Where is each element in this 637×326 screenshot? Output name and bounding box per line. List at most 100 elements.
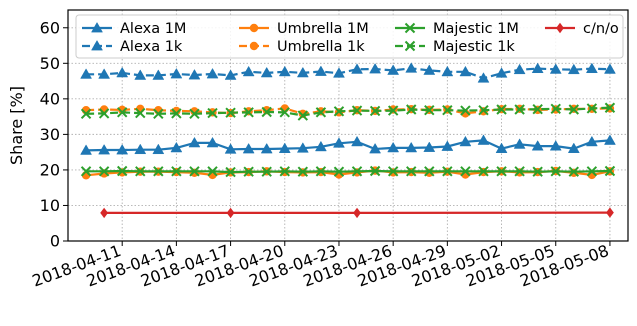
- x-marker-stroke: [460, 166, 471, 177]
- legend-alexa-1k-label: Alexa 1k: [120, 39, 183, 55]
- series-majestic-1m-point: [279, 166, 290, 177]
- series-majestic-1m-point: [406, 166, 417, 177]
- y-tick-label: 50: [40, 54, 60, 73]
- x-marker-stroke: [586, 103, 598, 114]
- series-majestic-1m-point: [550, 166, 561, 177]
- x-marker-stroke: [116, 165, 128, 177]
- series-majestic-1k-point: [604, 102, 616, 113]
- legend-majestic-1m-marker: [404, 22, 416, 34]
- x-marker-stroke: [351, 166, 363, 177]
- legend-majestic-1k-marker: [404, 40, 416, 52]
- series-alexa-1m-point: [116, 144, 129, 155]
- series-alexa-1m-point: [423, 141, 436, 152]
- series-alexa-1m-point: [314, 140, 327, 152]
- x-marker-stroke: [297, 110, 309, 121]
- series-majestic-1k-point: [315, 107, 327, 118]
- x-marker-stroke: [478, 105, 489, 116]
- series-alexa-1m-point: [549, 140, 562, 151]
- series-c-n-o-point: [353, 207, 361, 219]
- x-marker-stroke: [532, 103, 543, 115]
- series-alexa-1k-point: [170, 67, 183, 79]
- series-majestic-1m-point: [532, 166, 543, 177]
- series-c-n-o-point: [226, 207, 235, 219]
- x-marker-stroke: [604, 102, 616, 113]
- series-majestic-1m-point: [207, 166, 218, 177]
- series-majestic-1k-line: [86, 106, 610, 117]
- y-tick-label: 30: [40, 125, 60, 144]
- x-marker-stroke: [496, 104, 507, 115]
- x-marker-stroke: [80, 108, 92, 119]
- x-marker-stroke: [568, 104, 580, 115]
- series-majestic-1m-line: [86, 169, 610, 174]
- legend-majestic-1m-label: Majestic 1M: [433, 21, 519, 37]
- x-marker-stroke: [586, 166, 598, 177]
- x-marker-stroke: [442, 166, 453, 177]
- series-majestic-1k-point: [369, 105, 381, 117]
- x-marker-stroke: [243, 166, 254, 177]
- legend-umbrella-1m: Umbrella 1M: [239, 21, 369, 37]
- series-alexa-1m: [80, 134, 616, 155]
- x-marker-stroke: [80, 166, 92, 177]
- x-marker-stroke: [171, 108, 182, 119]
- series-majestic-1k-point: [351, 105, 363, 116]
- series-alexa-1m-point: [459, 135, 472, 147]
- y-tick-label: 40: [40, 89, 60, 108]
- series-alexa-1k-point: [549, 63, 562, 74]
- series-majestic-1m-point: [351, 166, 363, 177]
- series-majestic-1k-point: [460, 105, 471, 116]
- series-alexa-1k-point: [134, 69, 147, 80]
- series-alexa-1m-point: [296, 142, 309, 153]
- series-majestic-1m-point: [171, 166, 182, 177]
- x-marker-stroke: [568, 166, 580, 177]
- series-alexa-1m-point: [369, 142, 382, 154]
- series-majestic-1k-point: [387, 105, 399, 116]
- series-alexa-1m-point: [567, 142, 580, 153]
- series-majestic-1m-point: [297, 166, 309, 177]
- series-majestic-1k-point: [243, 107, 254, 118]
- series-majestic-1m-point: [135, 166, 146, 177]
- series-alexa-1m-point: [206, 136, 219, 148]
- x-marker-stroke: [153, 108, 164, 119]
- x-marker-stroke: [478, 166, 489, 177]
- series-majestic-1k-point: [80, 108, 92, 119]
- series-layer: [80, 62, 616, 219]
- series-majestic-1k-point: [442, 105, 453, 116]
- x-marker-stroke: [333, 166, 345, 177]
- series-alexa-1k-point: [513, 63, 526, 75]
- series-majestic-1m-point: [315, 166, 327, 177]
- series-alexa-1k-point: [405, 62, 418, 73]
- y-tick-label: 10: [40, 196, 60, 215]
- series-alexa-1k-point: [296, 66, 309, 78]
- x-marker-stroke: [189, 108, 200, 119]
- series-majestic-1m-point: [153, 166, 164, 177]
- x-marker-stroke: [333, 106, 345, 117]
- x-marker-stroke: [279, 107, 290, 118]
- series-majestic-1k-point: [496, 104, 507, 115]
- series-majestic-1m-point: [80, 166, 92, 177]
- series-majestic-1m-point: [333, 166, 345, 177]
- series-majestic-1k-point: [478, 105, 489, 116]
- series-alexa-1m-point: [585, 135, 598, 147]
- series-majestic-1k-point: [333, 106, 345, 117]
- legend-majestic-1k: Majestic 1k: [395, 39, 515, 55]
- x-marker-stroke: [424, 166, 435, 177]
- legend-alexa-1m-label: Alexa 1M: [120, 21, 186, 37]
- legend: Alexa 1M Alexa 1k Umbrella 1M Umbrella 1k Ma…: [75, 14, 624, 59]
- series-majestic-1k-point: [225, 107, 236, 118]
- series-majestic-1k-point: [171, 108, 182, 119]
- series-majestic-1m-point: [98, 166, 110, 177]
- x-marker-stroke: [153, 166, 164, 177]
- legend-majestic-1m: Majestic 1M: [395, 21, 519, 37]
- legend-c-n-o: c/n/o: [545, 21, 619, 37]
- x-marker-stroke: [98, 166, 110, 177]
- legend-alexa-1m-marker: [91, 21, 103, 33]
- x-marker-stroke: [404, 22, 416, 34]
- series-umbrella-1m-point: [190, 168, 199, 177]
- series-majestic-1m-point: [586, 166, 598, 177]
- series-alexa-1m-point: [604, 134, 616, 145]
- series-alexa-1k-point: [369, 62, 382, 74]
- series-majestic-1m-point: [424, 166, 435, 177]
- series-alexa-1k-point: [314, 65, 327, 76]
- legend-umbrella-1k-label: Umbrella 1k: [277, 39, 365, 55]
- legend-umbrella-1m-marker: [249, 23, 259, 33]
